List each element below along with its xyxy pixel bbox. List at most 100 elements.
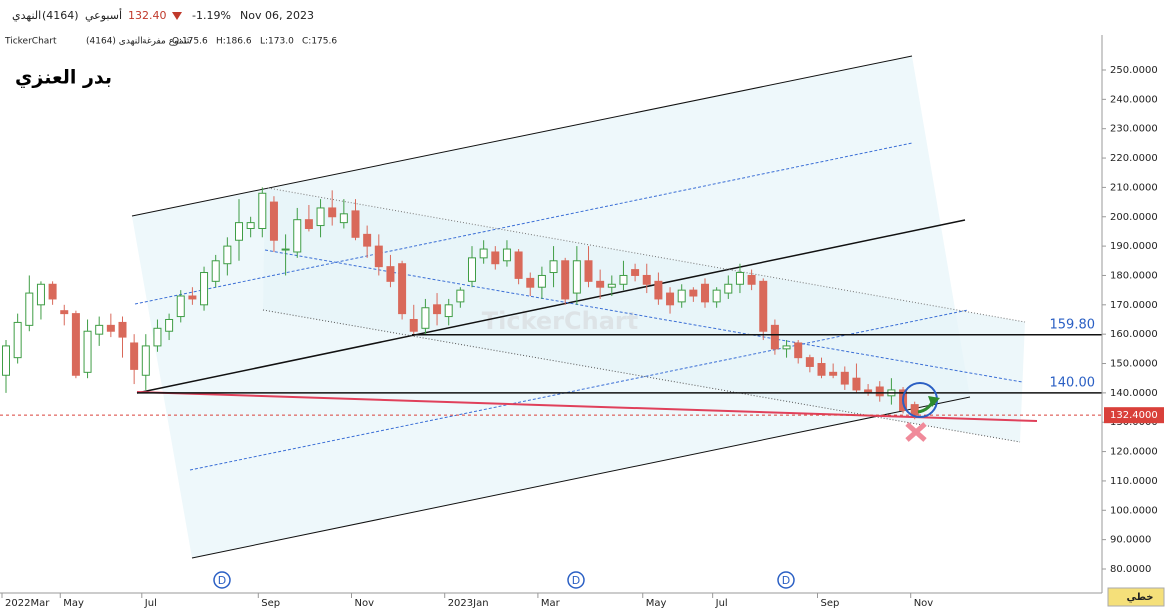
- candle-body: [852, 377, 861, 391]
- y-tick-label: 90.0000: [1110, 535, 1151, 546]
- trendline: [189, 309, 969, 471]
- y-tick-label: 230.0000: [1110, 124, 1158, 135]
- dividend-marker-label: D: [782, 574, 790, 587]
- symbol-code: (4164): [42, 9, 79, 22]
- trendline: [262, 309, 1021, 443]
- ohlc-close: C:175.6: [302, 37, 337, 47]
- candle-body: [654, 280, 663, 300]
- dividend-marker: [213, 571, 231, 589]
- y-tick-label: 170.0000: [1110, 300, 1158, 311]
- trendline: [191, 396, 971, 559]
- y-tick-label: 220.0000: [1110, 153, 1158, 164]
- candle-body: [83, 330, 92, 373]
- last-price-box: [1104, 407, 1164, 424]
- x-tick-label: Sep: [821, 598, 840, 609]
- instrument: النهدى (4164): [86, 37, 143, 47]
- horizontal-line-label: 140.00: [1050, 375, 1096, 390]
- candle-body: [36, 283, 45, 306]
- y-tick-label: 240.0000: [1110, 94, 1158, 105]
- candle-body: [409, 318, 418, 332]
- candle-body: [747, 274, 756, 285]
- candle-body: [677, 289, 686, 303]
- mode-button[interactable]: [1107, 587, 1165, 607]
- y-tick-label: 120.0000: [1110, 447, 1158, 458]
- dividend-marker: [567, 571, 585, 589]
- candle-body: [642, 274, 651, 285]
- x-tick-label: Sep: [261, 598, 280, 609]
- x-tick-label: Jul: [144, 598, 157, 609]
- watermark: TickerChart: [482, 307, 638, 335]
- candle-body: [433, 304, 442, 315]
- channel-fill: [263, 188, 1025, 442]
- symbol-name: النهدي: [12, 9, 41, 22]
- candle-body: [805, 357, 814, 367]
- candle-body: [596, 280, 605, 288]
- candle-body: [456, 289, 465, 303]
- candle-body: [561, 260, 570, 300]
- change: -1.19%: [192, 9, 231, 22]
- candle-body: [153, 327, 162, 347]
- x-tick-label: May: [646, 598, 667, 609]
- trendline: [267, 187, 1026, 323]
- trendline: [136, 391, 1038, 422]
- dividend-marker-label: D: [572, 574, 580, 587]
- candle-body: [759, 280, 768, 332]
- y-tick-label: 180.0000: [1110, 270, 1158, 281]
- candle-body: [840, 371, 849, 385]
- dividend-marker: [777, 571, 795, 589]
- trendline: [264, 249, 1023, 383]
- y-tick-label: 140.0000: [1110, 388, 1158, 399]
- candle-body: [188, 295, 197, 300]
- candle-body: [666, 292, 675, 306]
- candle-body: [351, 210, 360, 238]
- candle-body: [304, 219, 313, 229]
- x-tick-label: Nov: [355, 598, 375, 609]
- candle-body: [782, 345, 791, 350]
- x-tick-label: 2023Jan: [448, 598, 489, 609]
- ohlc-low: L:173.0: [260, 37, 294, 47]
- candle-body: [689, 289, 698, 297]
- horizontal-line-label: 159.80: [1050, 317, 1096, 332]
- x-tick-label: May: [63, 598, 84, 609]
- candle-body: [374, 245, 383, 268]
- y-tick-label: 150.0000: [1110, 359, 1158, 370]
- y-tick-label: 190.0000: [1110, 241, 1158, 252]
- candle-body: [875, 386, 884, 397]
- y-tick-label: 160.0000: [1110, 329, 1158, 340]
- y-tick-label: 100.0000: [1110, 505, 1158, 516]
- candle-body: [269, 201, 278, 241]
- candle-body: [328, 207, 337, 218]
- candle-body: [106, 324, 115, 332]
- candle-body: [701, 283, 709, 303]
- x-tick-label: Nov: [914, 598, 934, 609]
- candle-body: [468, 257, 476, 282]
- candle-body: [141, 345, 150, 376]
- candle-body: [223, 245, 232, 265]
- date: Nov 06, 2023: [240, 9, 314, 22]
- candle-body: [211, 260, 220, 282]
- candle-body: [817, 363, 826, 376]
- candle-body: [165, 318, 174, 332]
- candle-body: [735, 272, 744, 285]
- y-tick-label: 250.0000: [1110, 65, 1158, 76]
- candle-body: [386, 266, 395, 282]
- x-tick-label: 2022Mar: [5, 598, 50, 609]
- y-tick-label: 200.0000: [1110, 212, 1158, 223]
- candle-body: [491, 251, 500, 265]
- price: 132.40: [128, 9, 167, 22]
- candle-body: [607, 283, 616, 288]
- candle-body: [71, 313, 80, 376]
- candle-body: [549, 260, 558, 274]
- candle-body: [176, 295, 185, 318]
- candle-body: [444, 304, 453, 318]
- mode-button-label[interactable]: خطي: [1126, 592, 1153, 603]
- candle-body: [712, 289, 721, 303]
- candle-body: [514, 251, 523, 279]
- candle-body: [910, 404, 919, 416]
- candle-body: [398, 263, 407, 315]
- cross-mark: [905, 422, 927, 442]
- candle-body: [724, 283, 733, 294]
- candle-body: [258, 192, 267, 229]
- candle-body: [537, 274, 546, 288]
